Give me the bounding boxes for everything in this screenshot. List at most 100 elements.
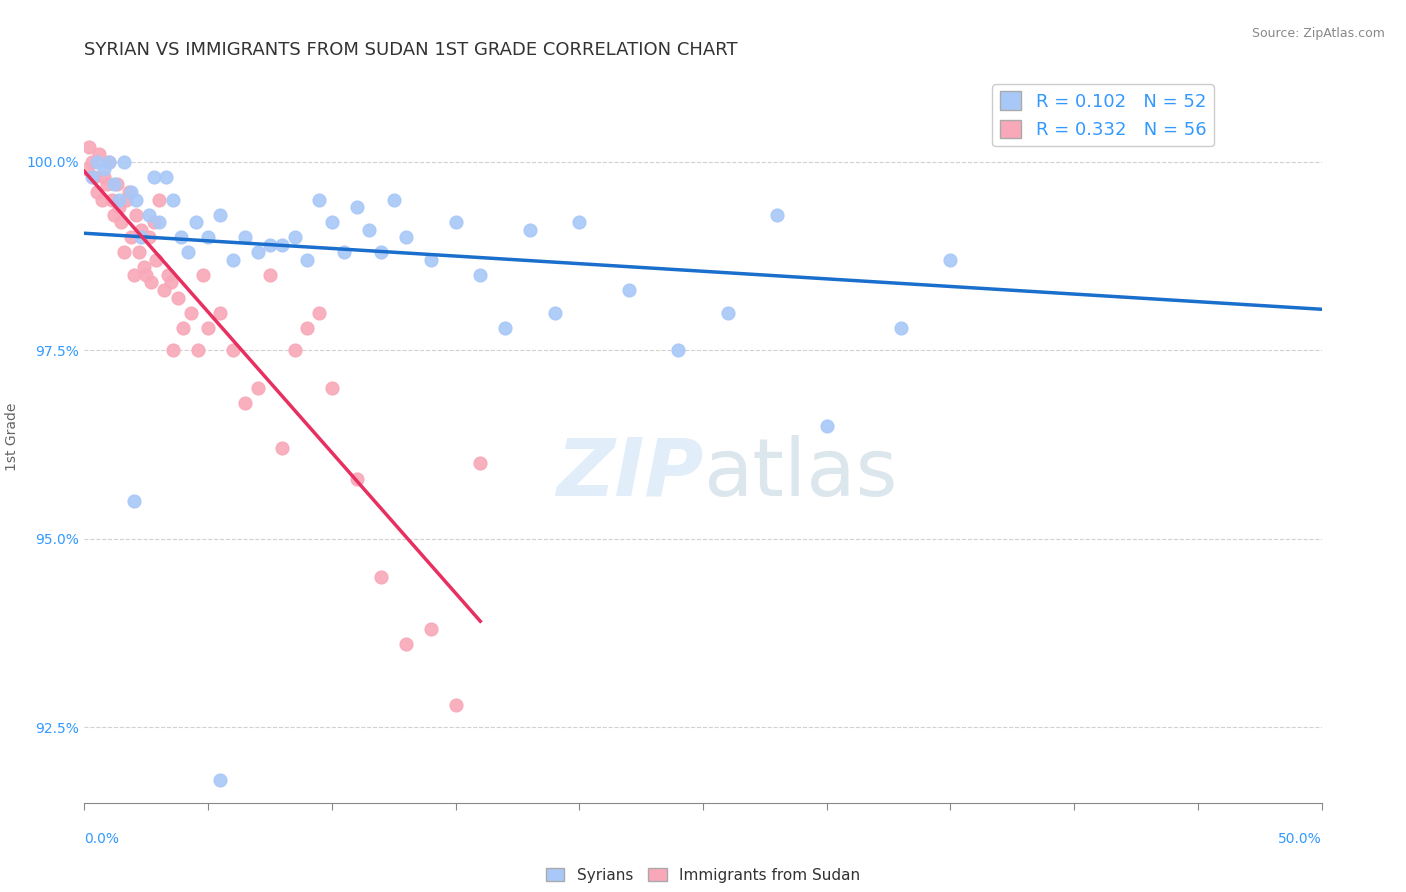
Point: [142, 215, 165, 229]
Point: [122, 494, 145, 508]
Point: [395, 637, 418, 651]
Point: [138, 230, 160, 244]
Point: [86, 154, 108, 169]
Legend: Syrians, Immigrants from Sudan: Syrians, Immigrants from Sudan: [540, 862, 866, 889]
Point: [939, 252, 962, 267]
Point: [180, 306, 202, 320]
Point: [108, 193, 131, 207]
Point: [138, 208, 160, 222]
Point: [152, 283, 174, 297]
Point: [222, 343, 245, 358]
Point: [321, 215, 343, 229]
Point: [271, 237, 294, 252]
Point: [357, 223, 380, 237]
Point: [129, 223, 152, 237]
Point: [157, 268, 180, 282]
Point: [890, 320, 912, 334]
Point: [122, 268, 145, 282]
Point: [103, 208, 125, 222]
Point: [333, 245, 356, 260]
Point: [382, 193, 405, 207]
Point: [93, 162, 115, 177]
Point: [145, 252, 167, 267]
Point: [271, 442, 294, 456]
Point: [666, 343, 689, 358]
Point: [444, 698, 467, 712]
Point: [172, 320, 194, 334]
Point: [568, 215, 591, 229]
Point: [295, 320, 318, 334]
Point: [233, 396, 256, 410]
Point: [308, 306, 330, 320]
Point: [222, 252, 245, 267]
Point: [191, 268, 214, 282]
Point: [184, 215, 207, 229]
Point: [132, 260, 155, 275]
Point: [90, 193, 112, 207]
Point: [395, 230, 418, 244]
Point: [141, 276, 163, 290]
Point: [346, 200, 368, 214]
Point: [96, 178, 118, 192]
Point: [128, 245, 150, 260]
Point: [98, 154, 121, 169]
Point: [209, 306, 232, 320]
Point: [494, 320, 516, 334]
Point: [209, 773, 232, 788]
Point: [129, 230, 152, 244]
Point: [120, 230, 142, 244]
Point: [98, 154, 121, 169]
Point: [105, 178, 128, 192]
Point: [346, 471, 368, 485]
Point: [259, 237, 281, 252]
Point: [187, 343, 209, 358]
Point: [148, 215, 170, 229]
Point: [233, 230, 256, 244]
Point: [246, 245, 269, 260]
Point: [112, 245, 135, 260]
Point: [115, 193, 138, 207]
Point: [170, 230, 193, 244]
Point: [142, 169, 165, 184]
Point: [80, 169, 103, 184]
Point: [148, 193, 170, 207]
Point: [100, 193, 122, 207]
Point: [162, 343, 184, 358]
Point: [209, 208, 232, 222]
Point: [120, 185, 142, 199]
Text: SYRIAN VS IMMIGRANTS FROM SUDAN 1ST GRADE CORRELATION CHART: SYRIAN VS IMMIGRANTS FROM SUDAN 1ST GRAD…: [84, 41, 738, 59]
Point: [125, 208, 148, 222]
Point: [519, 223, 541, 237]
Point: [295, 252, 318, 267]
Text: ZIP: ZIP: [555, 434, 703, 513]
Point: [197, 230, 219, 244]
Point: [177, 245, 200, 260]
Point: [160, 276, 183, 290]
Point: [543, 306, 565, 320]
Point: [108, 200, 131, 214]
Point: [815, 418, 838, 433]
Point: [103, 178, 125, 192]
Point: [112, 154, 135, 169]
Point: [617, 283, 640, 297]
Point: [444, 215, 467, 229]
Text: 50.0%: 50.0%: [1278, 832, 1322, 846]
Point: [110, 215, 132, 229]
Text: 0.0%: 0.0%: [84, 832, 120, 846]
Point: [86, 185, 108, 199]
Point: [135, 268, 157, 282]
Y-axis label: 1st Grade: 1st Grade: [4, 403, 18, 471]
Point: [308, 193, 330, 207]
Point: [470, 268, 492, 282]
Text: Source: ZipAtlas.com: Source: ZipAtlas.com: [1251, 27, 1385, 40]
Point: [246, 381, 269, 395]
Point: [1187, 132, 1209, 146]
Point: [321, 381, 343, 395]
Point: [76, 162, 98, 177]
Point: [125, 193, 148, 207]
Point: [162, 193, 184, 207]
Point: [370, 245, 392, 260]
Point: [259, 268, 281, 282]
Text: atlas: atlas: [703, 434, 897, 513]
Point: [419, 623, 441, 637]
